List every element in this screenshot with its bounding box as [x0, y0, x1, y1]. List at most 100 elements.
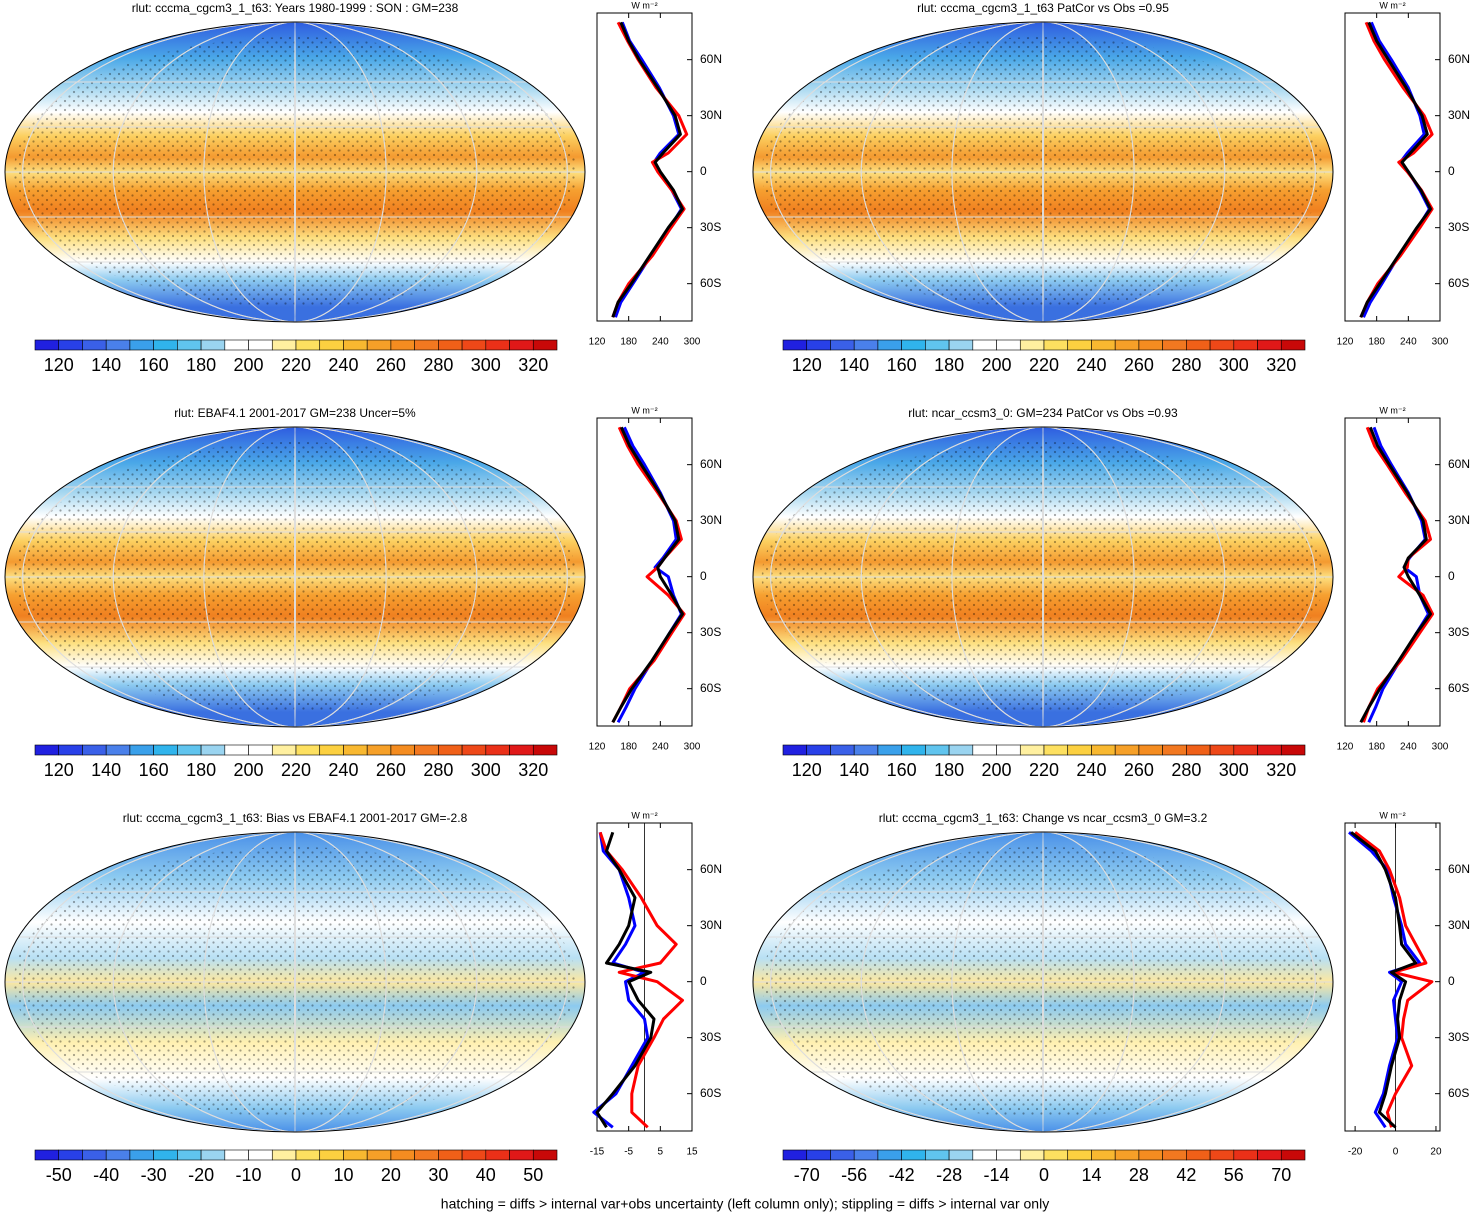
profile-line: [1350, 831, 1418, 1129]
y-tick-label: 60N: [700, 862, 722, 876]
colorbar-box: [1091, 1149, 1116, 1161]
panel-title: rlut: cccma_cgcm3_1_t63: Bias vs EBAF4.1…: [123, 811, 468, 825]
colorbar-box: [1114, 744, 1140, 756]
colorbar-box: [1019, 1149, 1045, 1161]
colorbar-label: 180: [186, 760, 216, 780]
x-tick-label: 240: [1400, 337, 1417, 348]
map-border: [4, 831, 586, 1133]
colorbar-box: [901, 1149, 926, 1161]
colorbar-box: [390, 744, 415, 756]
y-tick-label: 30N: [700, 108, 722, 122]
colorbar-box: [1019, 744, 1045, 756]
y-tick-label: 30S: [700, 625, 721, 639]
x-tick-label: 180: [620, 742, 637, 753]
colorbar-box: [532, 339, 558, 351]
colorbar-box: [58, 744, 83, 756]
colorbar-box: [1233, 1149, 1258, 1161]
colorbar-box: [82, 1149, 107, 1161]
colorbar-label: 200: [982, 760, 1012, 780]
colorbar-box: [853, 339, 879, 351]
profile-line: [1359, 426, 1432, 724]
colorbar-label: 160: [887, 355, 917, 375]
colorbar-box: [830, 1149, 855, 1161]
colorbar-box: [438, 1149, 463, 1161]
colorbar-box: [105, 1149, 131, 1161]
colorbar-label: 30: [428, 1165, 448, 1185]
colorbar-box: [177, 339, 202, 351]
y-tick-label: 60N: [700, 457, 722, 471]
colorbar-box: [366, 339, 392, 351]
graticule: [1042, 831, 1044, 1133]
colorbar-box: [58, 1149, 83, 1161]
unit-label: W m⁻²: [631, 810, 657, 820]
colorbar-box: [1162, 1149, 1187, 1161]
colorbar-box: [806, 339, 831, 351]
colorbar-box: [177, 1149, 202, 1161]
y-tick-label: 0: [700, 164, 707, 178]
colorbar-label: 140: [839, 760, 869, 780]
x-tick-label: 180: [1368, 742, 1385, 753]
colorbar-label: 160: [139, 760, 169, 780]
colorbar-label: 120: [792, 760, 822, 780]
colorbar-label: 320: [1266, 760, 1296, 780]
colorbar-label: 140: [91, 760, 121, 780]
unit-label: W m⁻²: [631, 405, 657, 415]
colorbar-box: [1162, 339, 1187, 351]
colorbar-label: 240: [1076, 760, 1106, 780]
colorbar-box: [1186, 1149, 1211, 1161]
colorbar-label: 300: [1219, 760, 1249, 780]
colorbar-box: [153, 339, 178, 351]
x-tick-label: 240: [1400, 742, 1417, 753]
colorbar-box: [806, 1149, 831, 1161]
colorbar-box: [58, 339, 83, 351]
colorbar-box: [1114, 1149, 1140, 1161]
caption: hatching = diffs > internal var+obs unce…: [441, 1196, 1049, 1212]
colorbar-box: [271, 744, 297, 756]
profile-line: [598, 831, 684, 1129]
colorbar-box: [105, 744, 131, 756]
colorbar-box: [295, 1149, 321, 1161]
colorbar-label: 200: [234, 760, 264, 780]
x-tick-label: -5: [624, 1147, 633, 1158]
colorbar-box: [390, 339, 415, 351]
colorbar-box: [414, 744, 439, 756]
graticule: [294, 21, 296, 323]
y-tick-label: 30N: [700, 513, 722, 527]
colorbar-label: 240: [328, 355, 358, 375]
colorbar-box: [366, 744, 392, 756]
colorbar-label: 280: [1171, 355, 1201, 375]
y-tick-label: 60S: [1448, 681, 1469, 695]
y-tick-label: 30S: [1448, 625, 1469, 639]
colorbar-label: 160: [887, 760, 917, 780]
colorbar-box: [343, 744, 368, 756]
colorbar-box: [414, 339, 439, 351]
colorbar-box: [1091, 339, 1116, 351]
y-tick-label: 30S: [1448, 1030, 1469, 1044]
colorbar-box: [782, 339, 808, 351]
colorbar-label: 220: [281, 760, 311, 780]
y-tick-label: 30N: [700, 918, 722, 932]
colorbar-label: 260: [376, 355, 406, 375]
colorbar-box: [1209, 339, 1235, 351]
colorbar-label: 10: [333, 1165, 353, 1185]
colorbar-box: [1280, 744, 1306, 756]
colorbar-label: 240: [328, 760, 358, 780]
colorbar-box: [319, 339, 344, 351]
colorbar-box: [248, 339, 273, 351]
colorbar-label: -14: [984, 1165, 1010, 1185]
colorbar-box: [34, 339, 60, 351]
colorbar-box: [1067, 339, 1092, 351]
colorbar-label: 260: [1124, 355, 1154, 375]
colorbar-label: 320: [1266, 355, 1296, 375]
colorbar-label: 220: [1029, 355, 1059, 375]
profile-frame: [1344, 417, 1441, 727]
colorbar-box: [853, 744, 879, 756]
profile-line: [595, 831, 656, 1129]
colorbar-label: 56: [1224, 1165, 1244, 1185]
colorbar-label: 120: [792, 355, 822, 375]
colorbar-box: [200, 1149, 226, 1161]
colorbar-box: [1209, 1149, 1235, 1161]
colorbar-box: [1233, 744, 1258, 756]
graticule: [294, 831, 296, 1133]
